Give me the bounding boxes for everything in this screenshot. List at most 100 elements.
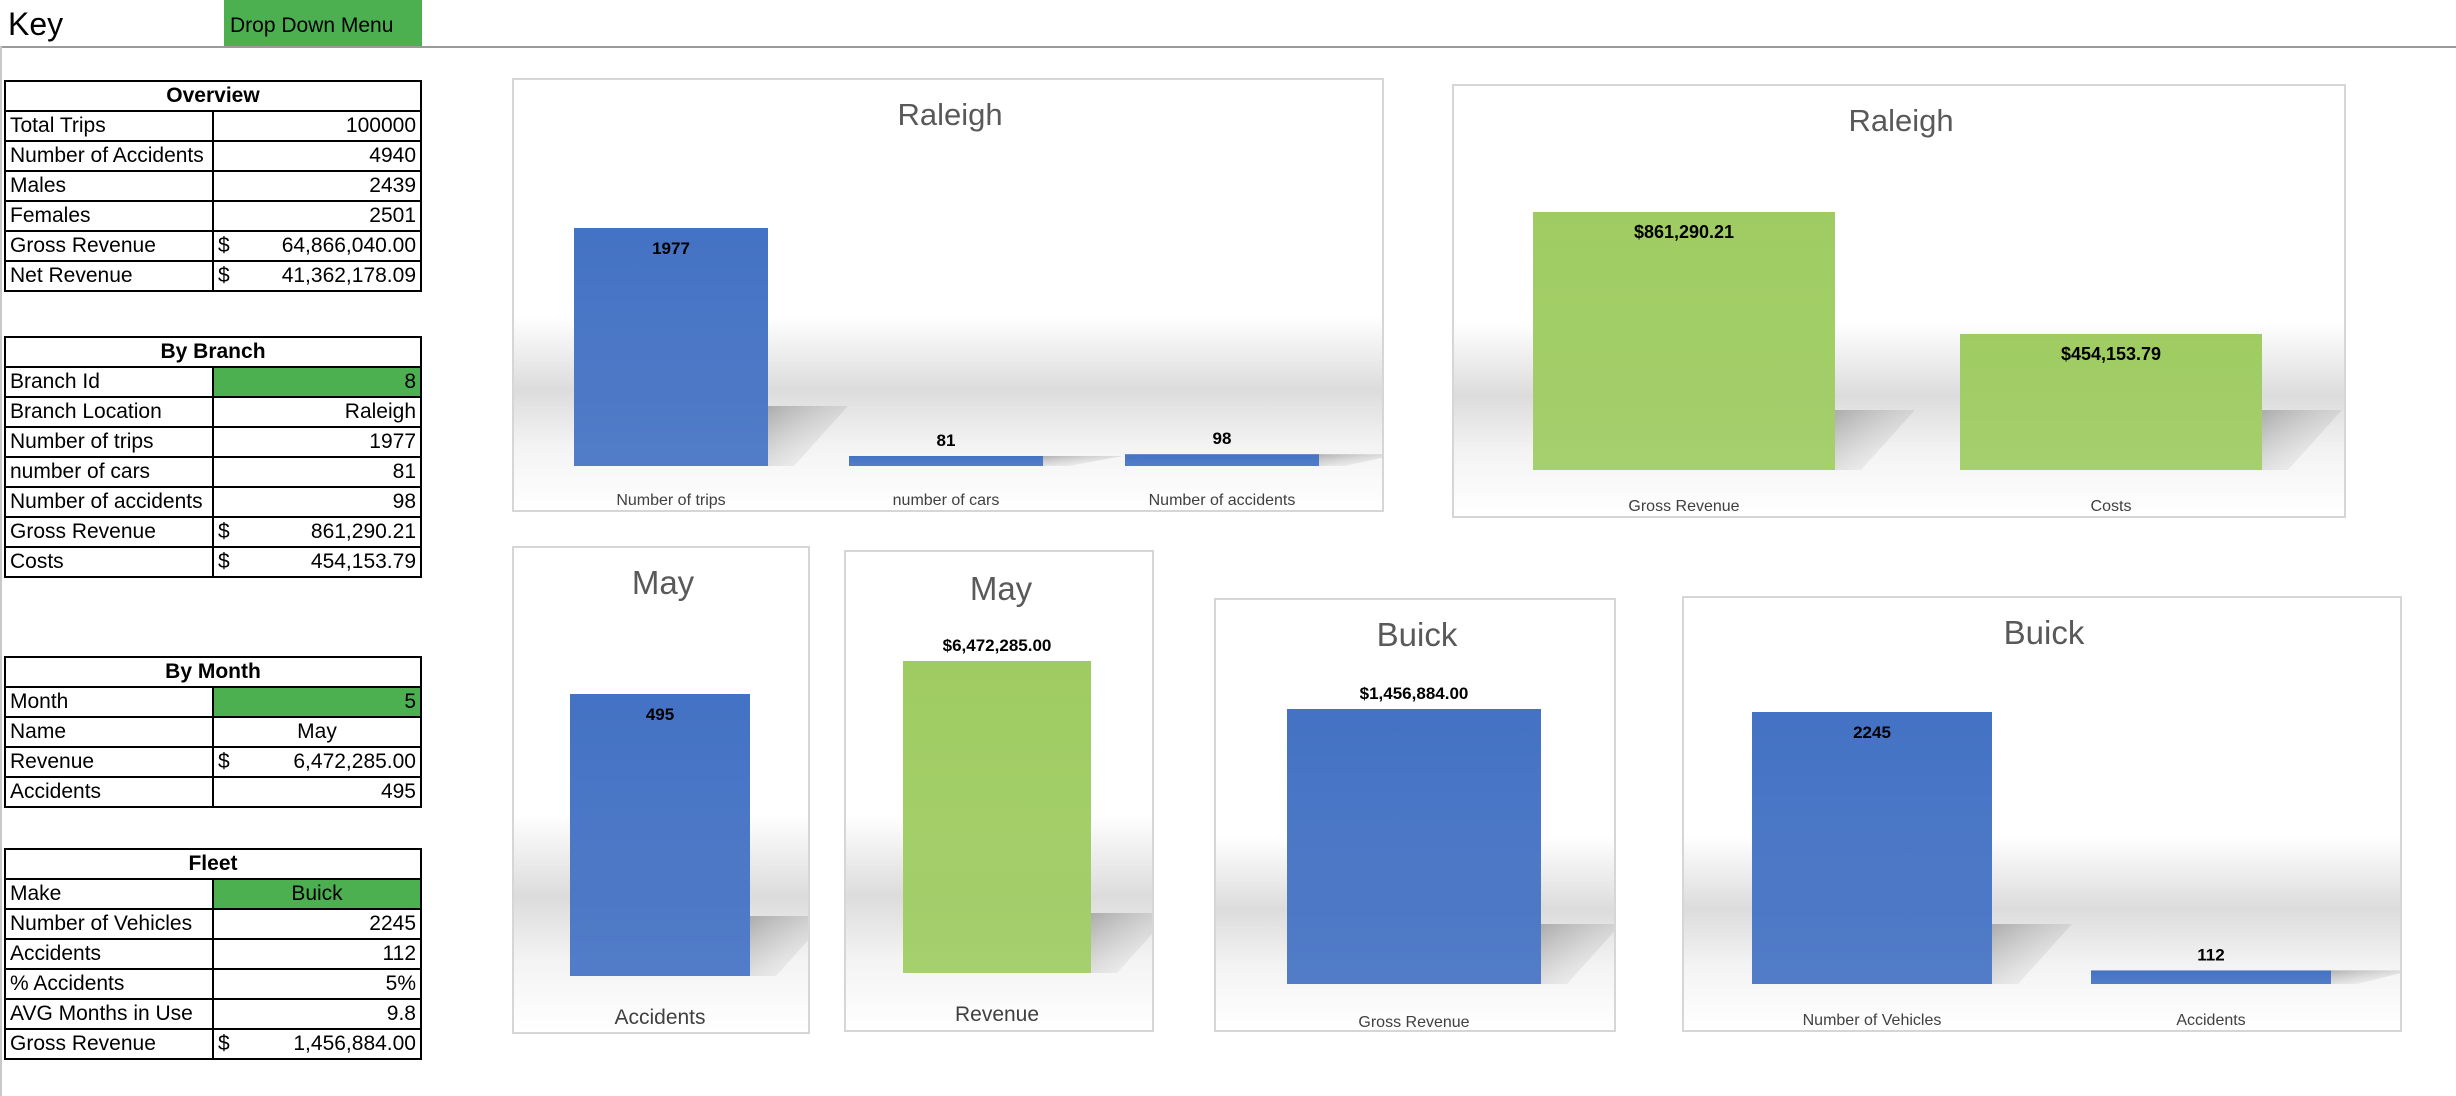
row-value: 454,153.79	[310, 550, 416, 573]
chart-bar	[1533, 212, 1835, 470]
table-row: Name May	[4, 716, 422, 748]
data-label: 1977	[652, 239, 690, 258]
by-branch-header: By Branch	[4, 336, 422, 368]
category-label: Number of trips	[616, 492, 725, 509]
chart-bar	[1752, 712, 1992, 984]
data-label: $6,472,285.00	[943, 636, 1052, 655]
bar-shadow	[1541, 924, 1614, 984]
branch-id-dropdown[interactable]: 8	[212, 366, 422, 398]
row-label: Name	[4, 716, 214, 748]
row-label: Number of accidents	[4, 486, 214, 518]
row-value: 861,290.21	[310, 520, 416, 543]
category-label: number of cars	[893, 492, 1000, 509]
table-row: Number of Accidents 4940	[4, 140, 422, 172]
sheet-left-edge	[0, 46, 2, 1096]
make-dropdown[interactable]: Buick	[212, 878, 422, 910]
row-label: Accidents	[4, 938, 214, 970]
table-row: Branch Location Raleigh	[4, 396, 422, 428]
category-label: Gross Revenue	[1628, 498, 1739, 515]
data-label: 495	[646, 705, 674, 724]
data-label: $861,290.21	[1634, 222, 1734, 242]
fleet-table: Fleet Make Buick Number of Vehicles 2245…	[4, 848, 422, 1060]
chart-svg: Buick $1,456,884.00 Gross Revenue	[1287, 616, 1614, 1031]
row-label: Net Revenue	[4, 260, 214, 292]
chart-bar	[1287, 709, 1541, 984]
data-label: 2245	[1853, 723, 1891, 742]
category-label: Gross Revenue	[1358, 1014, 1469, 1031]
table-row: Number of Vehicles 2245	[4, 908, 422, 940]
chart-bar	[574, 228, 768, 466]
row-value: 4940	[212, 140, 422, 172]
chart-bar	[903, 661, 1091, 973]
table-row: Make Buick	[4, 878, 422, 910]
chart-branch-revenue[interactable]: Raleigh $861,290.21 Gross Revenue $454,153.…	[1452, 84, 2346, 518]
chart-svg: Raleigh $861,290.21 Gross Revenue $454,153.…	[1533, 103, 2342, 515]
row-value: 112	[212, 938, 422, 970]
row-value-cell: $1,456,884.00	[212, 1028, 422, 1060]
category-label: Costs	[2091, 498, 2132, 515]
data-label: 81	[937, 431, 956, 450]
chart-fleet-counts[interactable]: Buick 2245 Number of Vehicles 112 Accidents	[1682, 596, 2402, 1032]
table-row: Accidents 112	[4, 938, 422, 970]
bar-shadow	[768, 406, 848, 466]
table-row: Month 5	[4, 686, 422, 718]
category-label: Accidents	[614, 1006, 705, 1029]
chart-bar	[849, 456, 1043, 466]
row-value: 9.8	[212, 998, 422, 1030]
row-label: Branch Location	[4, 396, 214, 428]
month-dropdown[interactable]: 5	[212, 686, 422, 718]
data-label: $1,456,884.00	[1360, 684, 1469, 703]
currency-symbol: $	[218, 1032, 230, 1055]
bar-shadow	[2331, 970, 2400, 984]
by-branch-table: By Branch Branch Id 8 Branch Location Ra…	[4, 336, 422, 578]
chart-fleet-revenue[interactable]: Buick $1,456,884.00 Gross Revenue	[1214, 598, 1616, 1032]
row-label: % Accidents	[4, 968, 214, 1000]
table-row: Males 2439	[4, 170, 422, 202]
row-value-cell: $41,362,178.09	[212, 260, 422, 292]
chart-title: May	[632, 564, 695, 601]
category-label: Accidents	[2176, 1012, 2245, 1029]
bar-shadow	[2262, 410, 2342, 470]
chart-bar	[1960, 333, 2262, 470]
bar-shadow	[1319, 454, 1382, 466]
chart-title: Buick	[2004, 614, 2085, 651]
chart-svg: May 495 Accidents	[570, 564, 808, 1029]
chart-svg: Raleigh 1977 Number of trips 81 number of ca…	[574, 97, 1382, 509]
table-row: number of cars 81	[4, 456, 422, 488]
row-label: Number of trips	[4, 426, 214, 458]
chart-title: Raleigh	[1848, 103, 1953, 138]
row-value: 5%	[212, 968, 422, 1000]
row-value: 2501	[212, 200, 422, 232]
row-value: 495	[212, 776, 422, 808]
currency-symbol: $	[218, 750, 230, 773]
row-value: 2245	[212, 908, 422, 940]
chart-branch-counts[interactable]: Raleigh 1977 Number of trips 81 number of ca…	[512, 78, 1384, 512]
bar-shadow	[1992, 924, 2072, 984]
row-value: 1977	[212, 426, 422, 458]
table-row: Costs $454,153.79	[4, 546, 422, 578]
table-row: Number of trips 1977	[4, 426, 422, 458]
chart-month-accidents[interactable]: May 495 Accidents	[512, 546, 810, 1034]
table-row: Accidents 495	[4, 776, 422, 808]
row-value-cell: $454,153.79	[212, 546, 422, 578]
by-month-table: By Month Month 5 Name May Revenue $6,472…	[4, 656, 422, 808]
chart-svg: May $6,472,285.00 Revenue	[903, 570, 1152, 1026]
chart-month-revenue[interactable]: May $6,472,285.00 Revenue	[844, 550, 1154, 1032]
table-row: Gross Revenue $861,290.21	[4, 516, 422, 548]
data-label: $454,153.79	[2061, 344, 2161, 364]
row-label: Accidents	[4, 776, 214, 808]
table-row: AVG Months in Use 9.8	[4, 998, 422, 1030]
row-label: Females	[4, 200, 214, 232]
chart-title: May	[970, 570, 1033, 607]
row-label: number of cars	[4, 456, 214, 488]
category-label: Number of accidents	[1149, 492, 1296, 509]
table-row: % Accidents 5%	[4, 968, 422, 1000]
key-bar: Key Drop Down Menu	[0, 0, 2456, 48]
row-value: 81	[212, 456, 422, 488]
key-label: Key	[8, 6, 64, 42]
chart-bar	[2091, 970, 2331, 984]
row-value-cell: $861,290.21	[212, 516, 422, 548]
row-label: Gross Revenue	[4, 230, 214, 262]
table-row: Gross Revenue $64,866,040.00	[4, 230, 422, 262]
row-label: Make	[4, 878, 214, 910]
